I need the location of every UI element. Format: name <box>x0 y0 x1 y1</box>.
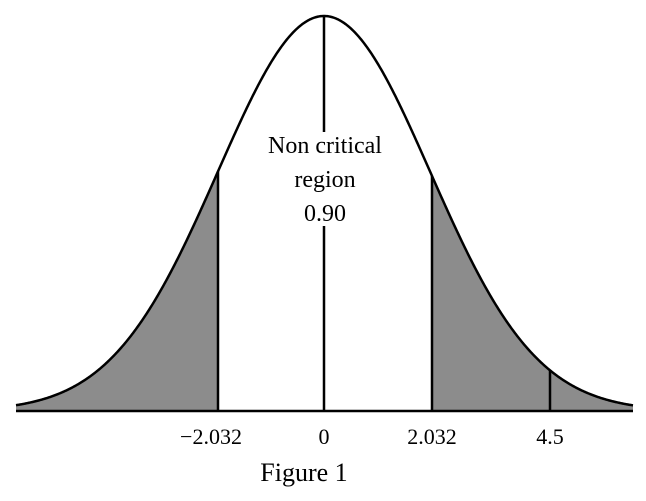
tick-label-test-statistic: 4.5 <box>536 424 564 449</box>
right-critical-region <box>432 175 633 411</box>
tick-label-right-critical: 2.032 <box>407 424 457 449</box>
left-critical-region <box>16 171 218 411</box>
region-label-line2: region <box>294 167 355 193</box>
figure-caption: Figure 1 <box>260 458 347 487</box>
region-label-line1: Non critical <box>268 133 382 159</box>
region-label-value: 0.90 <box>304 201 346 227</box>
tick-label-left-critical: −2.032 <box>180 424 242 449</box>
tick-label-center: 0 <box>319 424 330 449</box>
